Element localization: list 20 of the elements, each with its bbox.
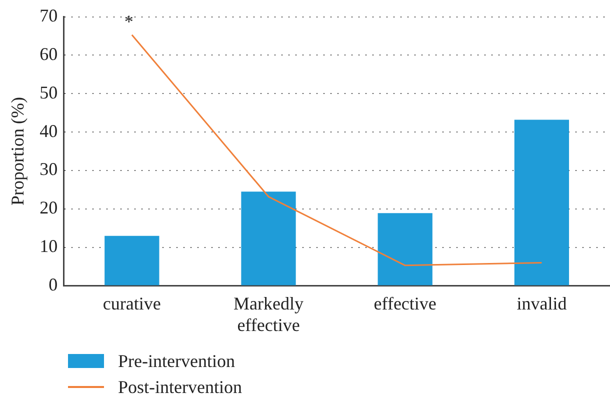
bar <box>378 213 432 286</box>
y-tick-label: 40 <box>40 120 58 141</box>
x-tick-label: curative <box>102 293 161 314</box>
y-tick-label: 30 <box>40 159 58 180</box>
y-tick-label: 70 <box>40 6 58 26</box>
bar <box>104 236 160 286</box>
legend-label: Post-intervention <box>118 376 242 398</box>
y-tick-label: 20 <box>40 198 58 218</box>
x-tick-label: invalid <box>516 293 567 314</box>
y-tick-label: 50 <box>40 82 58 102</box>
y-axis-title: Proportion (%) <box>8 97 28 206</box>
legend-label: Pre-intervention <box>118 350 235 372</box>
bar <box>514 120 570 286</box>
y-tick-label: 10 <box>40 236 58 256</box>
x-tick-label: Markedly effective <box>234 293 304 335</box>
annotation: * <box>124 12 134 32</box>
bar <box>241 192 296 286</box>
y-tick-label: 60 <box>40 44 58 64</box>
y-tick-label: 0 <box>48 274 58 295</box>
x-tick-label: effective <box>374 293 436 314</box>
